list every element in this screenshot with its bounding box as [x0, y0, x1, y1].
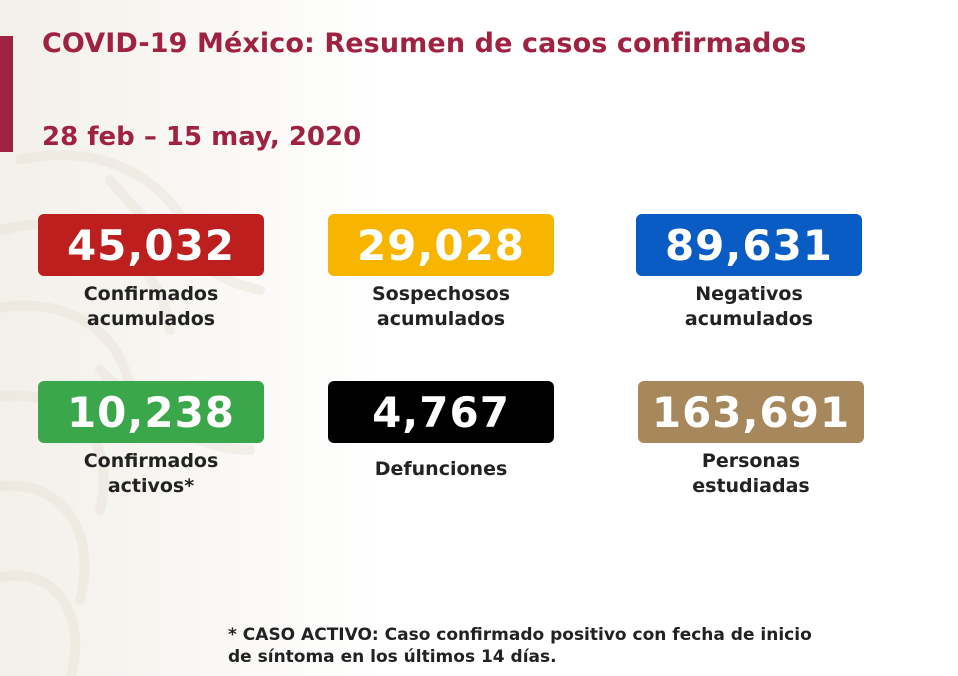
stat-negativos-label-line1: Negativos [695, 283, 803, 305]
stat-negativos-acumulados: 89,631 Negativos acumulados [636, 214, 862, 332]
stat-confirmados-label-line1: Confirmados [83, 283, 219, 305]
stat-confirmados-value: 45,032 [38, 214, 264, 276]
footnote-line2: de síntoma en los últimos 14 días. [228, 647, 557, 667]
stat-negativos-value: 89,631 [636, 214, 862, 276]
stat-defunciones: 4,767 Defunciones [328, 381, 554, 482]
stat-estudiadas-label: Personas estudiadas [638, 449, 864, 499]
stat-sospechosos-label: Sospechosos acumulados [328, 282, 554, 332]
stat-estudiadas-label-line1: Personas [701, 450, 801, 472]
date-range: 28 feb – 15 may, 2020 [42, 122, 362, 152]
stat-activos-label-line1: Confirmados [83, 450, 219, 472]
stat-sospechosos-acumulados: 29,028 Sospechosos acumulados [328, 214, 554, 332]
stat-defunciones-label: Defunciones [328, 457, 554, 482]
footnote-caso-activo: * CASO ACTIVO: Caso confirmado positivo … [228, 624, 928, 668]
stat-personas-estudiadas: 163,691 Personas estudiadas [638, 381, 864, 499]
page-title: COVID-19 México: Resumen de casos confir… [42, 28, 807, 59]
stat-sospechosos-label-line2: acumulados [376, 308, 506, 330]
stat-confirmados-acumulados: 45,032 Confirmados acumulados [38, 214, 264, 332]
stat-activos-label-line2: activos* [107, 475, 195, 497]
stat-defunciones-label-line1: Defunciones [374, 458, 508, 480]
stat-defunciones-value: 4,767 [328, 381, 554, 443]
stat-confirmados-activos: 10,238 Confirmados activos* [38, 381, 264, 499]
stat-sospechosos-value: 29,028 [328, 214, 554, 276]
stat-sospechosos-label-line1: Sospechosos [371, 283, 511, 305]
stat-confirmados-label: Confirmados acumulados [38, 282, 264, 332]
stat-confirmados-label-line2: acumulados [86, 308, 216, 330]
stat-negativos-label-line2: acumulados [684, 308, 814, 330]
stat-activos-label: Confirmados activos* [38, 449, 264, 499]
stat-negativos-label: Negativos acumulados [636, 282, 862, 332]
footnote-line1: * CASO ACTIVO: Caso confirmado positivo … [228, 625, 812, 645]
stat-activos-value: 10,238 [38, 381, 264, 443]
stat-estudiadas-label-line2: estudiadas [692, 475, 810, 497]
title-accent-bar [0, 36, 13, 152]
stat-estudiadas-value: 163,691 [638, 381, 864, 443]
